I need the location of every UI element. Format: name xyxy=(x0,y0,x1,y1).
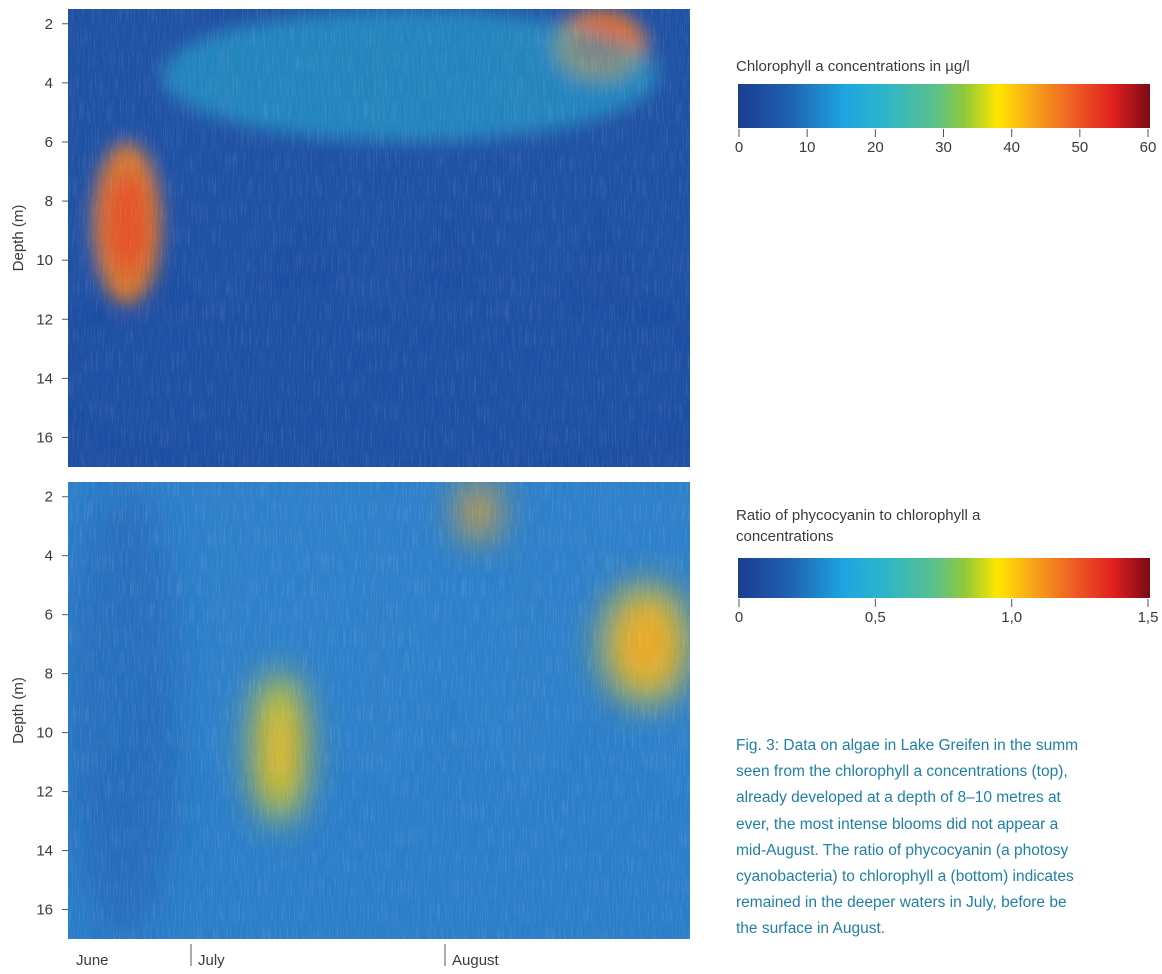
colorbar-tick-label: 0,5 xyxy=(865,609,886,626)
caption-line: seen from the chlorophyll a concentratio… xyxy=(736,763,1068,781)
y-tick-label: 2 xyxy=(45,489,53,506)
caption-line: remained in the deeper waters in July, b… xyxy=(736,894,1067,912)
x-month-label: July xyxy=(198,952,225,969)
ratio-colorbar-gradient xyxy=(738,558,1150,598)
y-tick-label: 2 xyxy=(45,16,53,33)
chlorophyll-colorbar: Chlorophyll a concentrations in µg/l 0 10… xyxy=(735,58,1157,156)
y-tick-label: 4 xyxy=(45,75,53,92)
colorbar-tick-label: 40 xyxy=(1003,139,1020,156)
y-tick-label: 12 xyxy=(36,784,53,801)
chlorophyll-colorbar-title: Chlorophyll a concentrations in µg/l xyxy=(736,58,970,75)
ratio-colorbar-title-line-1: Ratio of phycocyanin to chlorophyll a xyxy=(736,507,981,524)
x-month-label: August xyxy=(452,952,500,969)
caption-line: Fig. 3: Data on algae in Lake Greifen in… xyxy=(736,737,1079,754)
colorbar-tick-label: 60 xyxy=(1140,139,1157,156)
colorbar-tick-label: 1,0 xyxy=(1001,609,1022,626)
colorbar-tick-label: 0 xyxy=(735,139,743,156)
colorbar-tick-label: 30 xyxy=(935,139,952,156)
caption-line: cyanobacteria) to chlorophyll a (bottom)… xyxy=(736,868,1074,886)
colorbar-tick-label: 10 xyxy=(799,139,816,156)
chlorophyll-heatmap xyxy=(68,9,690,467)
y-tick-label: 10 xyxy=(36,252,53,269)
heatmap-texture xyxy=(68,482,690,939)
y-axis-label: Depth (m) xyxy=(10,205,27,272)
caption-line: already developed at a depth of 8–10 met… xyxy=(736,789,1061,807)
y-tick-label: 14 xyxy=(36,843,53,860)
chlorophyll-colorbar-gradient xyxy=(738,84,1150,128)
phycocyanin-ratio-heatmap xyxy=(68,482,690,939)
y-tick-label: 6 xyxy=(45,607,53,624)
colorbar-tick-label: 50 xyxy=(1071,139,1088,156)
y-tick-label: 10 xyxy=(36,725,53,742)
ratio-colorbar: Ratio of phycocyanin to chlorophyll a co… xyxy=(735,507,1159,626)
figure-caption: Fig. 3: Data on algae in Lake Greifen in… xyxy=(736,733,1162,958)
y-axis-label: Depth (m) xyxy=(10,677,27,744)
caption-line: the surface in August. xyxy=(736,920,886,938)
y-tick-label: 16 xyxy=(36,429,53,446)
y-tick-label: 4 xyxy=(45,548,53,565)
axes-layer: 2 4 6 8 10 12 14 16 Depth (m) 2 4 6 8 10 12 14 16 Depth (… xyxy=(10,16,500,969)
heatmap-texture xyxy=(68,9,690,467)
y-tick-label: 8 xyxy=(45,666,53,683)
y-tick-label: 16 xyxy=(36,902,53,919)
y-tick-label: 6 xyxy=(45,134,53,151)
x-month-label: June xyxy=(76,952,109,969)
colorbar-tick-label: 0 xyxy=(735,609,743,626)
caption-line: ever, the most intense blooms did not ap… xyxy=(736,815,1059,833)
colorbar-tick-label: 1,5 xyxy=(1138,609,1159,626)
y-tick-label: 8 xyxy=(45,193,53,210)
colorbar-tick-label: 20 xyxy=(867,139,884,156)
caption-line: mid-August. The ratio of phycocyanin (a … xyxy=(736,841,1069,859)
ratio-colorbar-title-line-2: concentrations xyxy=(736,528,834,545)
y-tick-label: 14 xyxy=(36,370,53,387)
y-tick-label: 12 xyxy=(36,311,53,328)
